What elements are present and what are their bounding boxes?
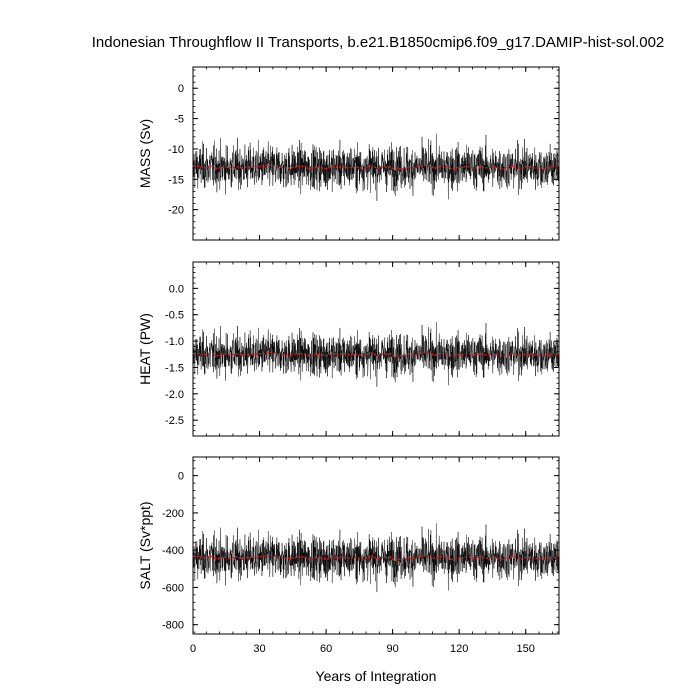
chart-title: Indonesian Throughflow II Transports, b.… (92, 34, 665, 51)
y-tick-label: 0.0 (169, 283, 184, 295)
y-tick-label: -600 (162, 582, 184, 594)
series-smoothed-line (192, 163, 560, 171)
y-tick-label: 0 (178, 471, 184, 483)
y-axis-label: SALT (Sv*ppt) (137, 501, 153, 589)
x-tick-label: 30 (253, 643, 265, 655)
plot-frame (192, 456, 560, 635)
y-tick-label: -1.0 (165, 336, 184, 348)
y-tick-label: -2.0 (165, 389, 184, 401)
y-tick-label: -15 (168, 174, 184, 186)
series-smoothed-line (192, 351, 560, 358)
y-tick-label: -200 (162, 508, 184, 520)
y-tick-label: -1.5 (165, 362, 184, 374)
x-axis-label: Years of Integration (316, 668, 437, 684)
y-tick-label: -2.5 (165, 415, 184, 427)
x-tick-label: 0 (190, 643, 196, 655)
panel-3: 0 -200 -400 -600 -800 0 30 60 90 120 150 SALT (Sv*p… (137, 456, 560, 655)
y-tick-label: 0 (178, 83, 184, 95)
y-tick-label: -400 (162, 545, 184, 557)
panel-1: 0 -5 -10 -15 -20 MASS (Sv) (137, 66, 560, 241)
y-tick-label: -20 (168, 205, 184, 217)
y-axis-label: MASS (Sv) (137, 119, 153, 188)
y-tick-label: -10 (168, 144, 184, 156)
x-tick-label: 60 (320, 643, 332, 655)
x-tick-label: 90 (387, 643, 399, 655)
x-tick-label: 120 (450, 643, 468, 655)
y-tick-label: -800 (162, 620, 184, 632)
panel-2: 0.0 -0.5 -1.0 -1.5 -2.0 -2.5 HEAT (PW) (137, 261, 560, 437)
y-tick-label: -0.5 (165, 310, 184, 322)
y-axis-label: HEAT (PW) (137, 313, 153, 385)
y-tick-label: -5 (174, 114, 184, 126)
panels: 0 -5 -10 -15 -20 MASS (Sv) 0.0 -0.5 -1.0 -1.5 -2.0… (137, 66, 560, 655)
x-tick-label: 150 (517, 643, 535, 655)
series-smoothed-line (192, 554, 560, 562)
plot-frame (192, 66, 560, 241)
